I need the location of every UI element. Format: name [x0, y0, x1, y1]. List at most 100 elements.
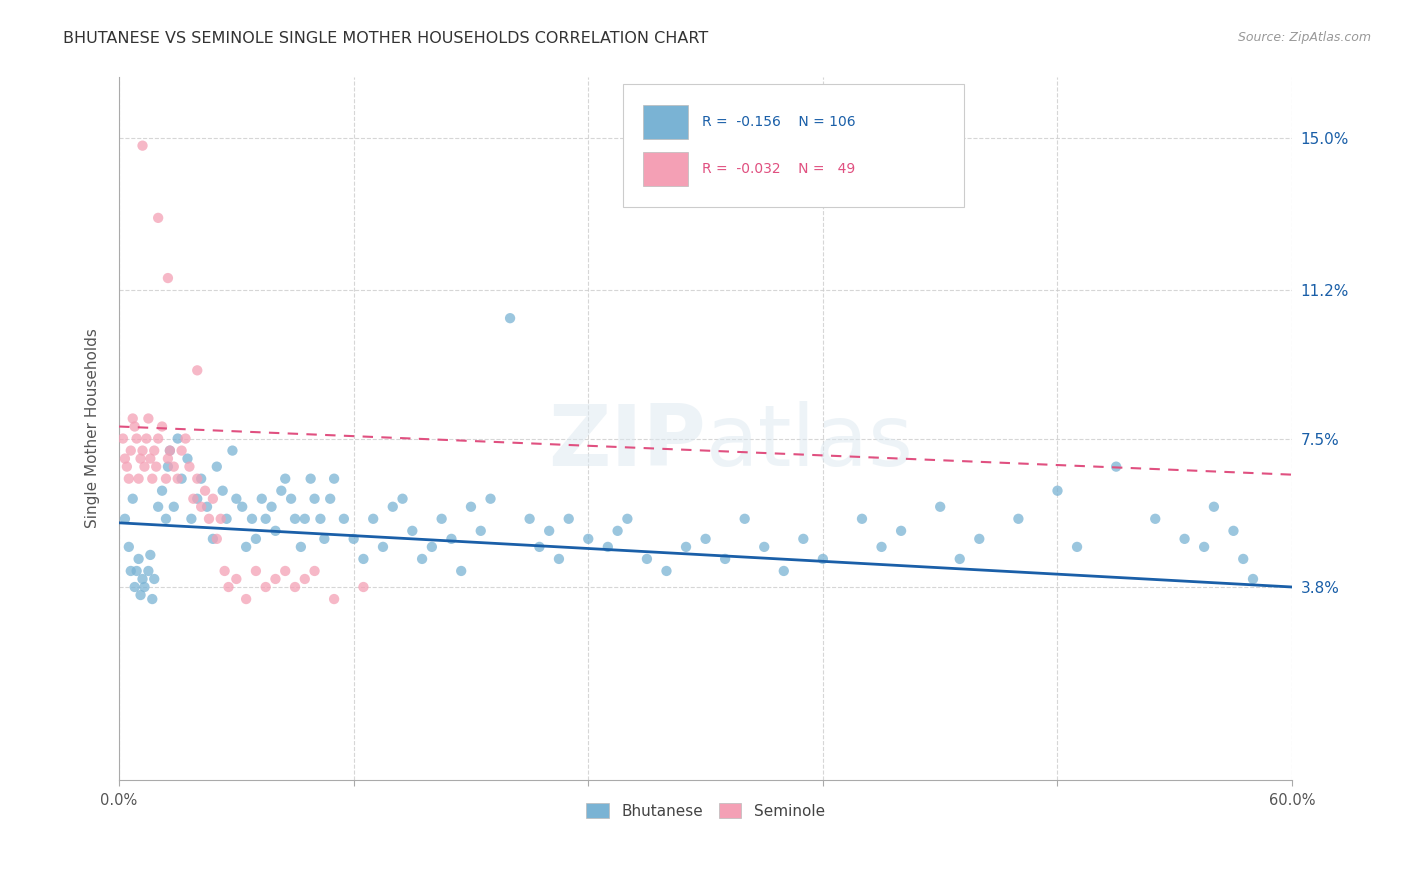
Point — [163, 459, 186, 474]
Point — [139, 548, 162, 562]
Point — [772, 564, 794, 578]
Point — [890, 524, 912, 538]
Point — [245, 532, 267, 546]
Point — [166, 472, 188, 486]
Point — [176, 451, 198, 466]
Point — [290, 540, 312, 554]
Point — [186, 363, 208, 377]
Point — [120, 564, 142, 578]
Point — [1144, 512, 1167, 526]
Point — [929, 500, 952, 514]
Point — [792, 532, 814, 546]
Point — [470, 524, 492, 538]
Point — [596, 540, 619, 554]
Point — [138, 564, 160, 578]
Y-axis label: Single Mother Households: Single Mother Households — [86, 328, 100, 528]
Point — [155, 472, 177, 486]
Point — [254, 512, 277, 526]
Point — [139, 451, 162, 466]
Point — [352, 552, 374, 566]
Point — [174, 432, 197, 446]
Point — [145, 459, 167, 474]
Point — [381, 500, 404, 514]
Point — [201, 532, 224, 546]
Point — [1241, 572, 1264, 586]
Point — [150, 419, 173, 434]
Point — [280, 491, 302, 506]
Point — [211, 483, 233, 498]
Point — [479, 491, 502, 506]
Point — [270, 483, 292, 498]
Point — [143, 572, 166, 586]
Point — [870, 540, 893, 554]
Point — [655, 564, 678, 578]
Point — [209, 512, 232, 526]
Point — [114, 512, 136, 526]
Point — [548, 552, 571, 566]
Point — [156, 459, 179, 474]
Point — [519, 512, 541, 526]
Point — [1202, 500, 1225, 514]
Point — [333, 512, 356, 526]
Point — [134, 580, 156, 594]
Point — [294, 512, 316, 526]
Point — [1232, 552, 1254, 566]
Point — [250, 491, 273, 506]
Point — [221, 443, 243, 458]
Point — [134, 459, 156, 474]
Point — [231, 500, 253, 514]
Point — [166, 432, 188, 446]
Legend: Bhutanese, Seminole: Bhutanese, Seminole — [581, 797, 831, 824]
Point — [323, 592, 346, 607]
Point — [391, 491, 413, 506]
Point — [183, 491, 205, 506]
Point — [125, 432, 148, 446]
Text: atlas: atlas — [706, 401, 914, 484]
Point — [129, 588, 152, 602]
Text: BHUTANESE VS SEMINOLE SINGLE MOTHER HOUSEHOLDS CORRELATION CHART: BHUTANESE VS SEMINOLE SINGLE MOTHER HOUS… — [63, 31, 709, 46]
Point — [111, 432, 134, 446]
Point — [949, 552, 972, 566]
Point — [131, 138, 153, 153]
Point — [124, 419, 146, 434]
Point — [529, 540, 551, 554]
Point — [851, 512, 873, 526]
Point — [969, 532, 991, 546]
Point — [225, 491, 247, 506]
Point — [205, 459, 228, 474]
Point — [214, 564, 236, 578]
Point — [180, 512, 202, 526]
Point — [499, 311, 522, 326]
Point — [695, 532, 717, 546]
Point — [218, 580, 240, 594]
Point — [114, 451, 136, 466]
Point — [235, 540, 257, 554]
Point — [186, 472, 208, 486]
Point — [215, 512, 238, 526]
Point — [129, 451, 152, 466]
Point — [198, 512, 221, 526]
Point — [616, 512, 638, 526]
Point — [120, 443, 142, 458]
Point — [430, 512, 453, 526]
Point — [163, 500, 186, 514]
FancyBboxPatch shape — [623, 85, 963, 207]
Point — [146, 432, 169, 446]
Point — [714, 552, 737, 566]
Point — [245, 564, 267, 578]
Point — [352, 580, 374, 594]
Point — [121, 411, 143, 425]
Point — [636, 552, 658, 566]
Point — [190, 500, 212, 514]
Point — [304, 491, 326, 506]
Point — [675, 540, 697, 554]
Point — [124, 580, 146, 594]
Point — [155, 512, 177, 526]
FancyBboxPatch shape — [644, 152, 688, 186]
Point — [201, 491, 224, 506]
Point — [1046, 483, 1069, 498]
Point — [135, 432, 157, 446]
Point — [125, 564, 148, 578]
Point — [179, 459, 201, 474]
Point — [170, 472, 193, 486]
